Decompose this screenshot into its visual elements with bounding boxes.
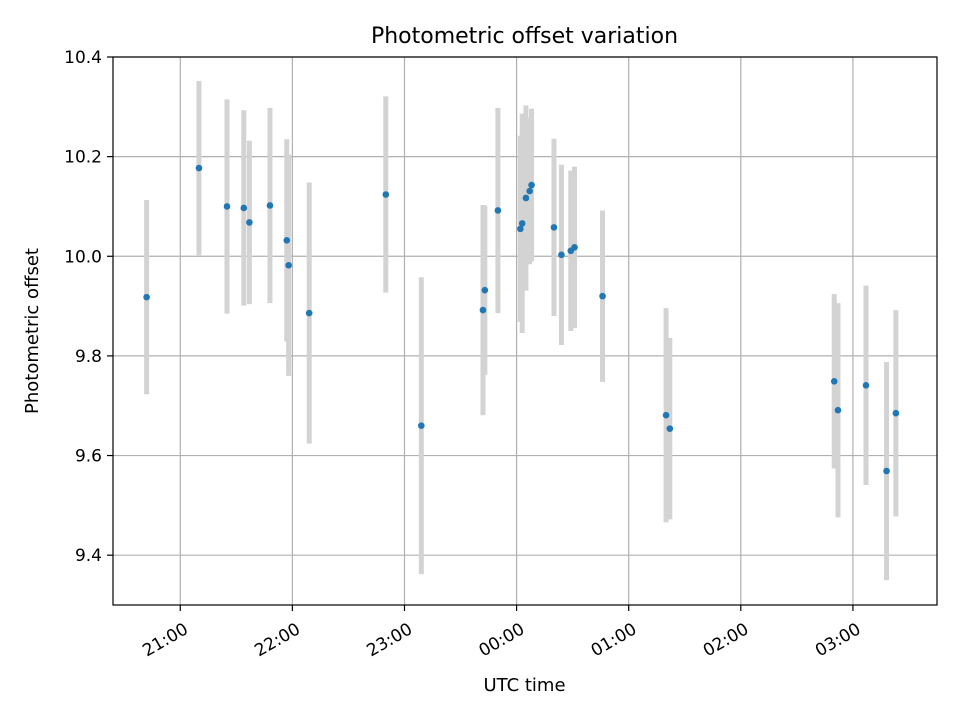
data-point [223, 203, 231, 210]
data-point [666, 425, 674, 432]
data-point [481, 286, 489, 294]
data-point [417, 422, 425, 429]
data-point [305, 309, 313, 317]
point-layer [143, 164, 900, 475]
data-point [834, 406, 842, 414]
data-point [240, 204, 248, 212]
x-tick-label: 21:00 [139, 619, 191, 661]
chart-title: Photometric offset variation [371, 24, 678, 49]
data-point [528, 181, 535, 189]
data-point [285, 261, 292, 269]
y-tick-label: 9.4 [75, 546, 102, 566]
data-point [143, 293, 150, 301]
errorbar-layer [144, 80, 899, 581]
x-tick-label: 22:00 [251, 619, 303, 661]
y-tick-label: 10.0 [64, 247, 102, 267]
data-point [571, 244, 578, 251]
data-point [662, 411, 670, 419]
data-point [266, 202, 274, 209]
x-axis-ticks: 21:00 22:00 23:00 00:00 01:00 02:00 03:00 [139, 605, 864, 661]
y-axis-label: Photometric offset [22, 248, 43, 414]
y-tick-label: 9.8 [75, 347, 102, 367]
data-point [479, 306, 487, 314]
y-tick-label: 10.4 [64, 48, 102, 68]
y-tick-label: 9.6 [75, 447, 102, 467]
data-point [195, 164, 203, 172]
data-point [558, 251, 565, 259]
data-point [550, 224, 558, 231]
data-point [517, 225, 524, 233]
x-tick-label: 00:00 [476, 619, 528, 661]
data-point [283, 237, 291, 244]
y-tick-label: 10.2 [64, 148, 102, 168]
data-point [246, 219, 253, 226]
data-point [892, 409, 900, 417]
data-point [518, 220, 526, 227]
x-tick-label: 23:00 [364, 619, 416, 661]
data-point [883, 467, 890, 475]
data-point [526, 187, 533, 195]
data-point [599, 292, 606, 300]
data-point [830, 378, 838, 385]
plot-frame [112, 56, 938, 606]
data-point [382, 191, 390, 198]
x-tick-label: 01:00 [588, 619, 640, 661]
x-tick-label: 03:00 [812, 619, 864, 661]
data-point [522, 194, 530, 202]
x-axis-label: UTC time [483, 675, 565, 696]
x-tick-label: 02:00 [700, 619, 752, 661]
data-point [862, 382, 870, 389]
data-point [494, 207, 502, 214]
y-axis-ticks: 9.4 9.6 9.8 10.0 10.2 10.4 [64, 48, 113, 566]
